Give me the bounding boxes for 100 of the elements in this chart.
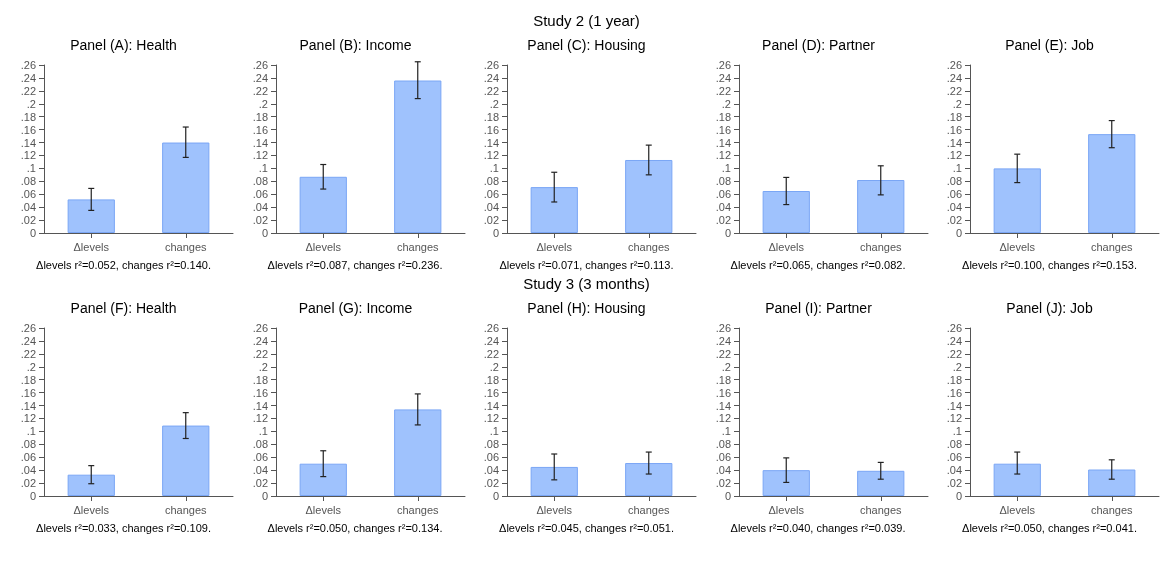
y-tick-label: .04	[20, 201, 36, 214]
chart-title: Panel (J): Job	[1006, 300, 1093, 316]
text: Study 2 (1 year)	[532, 12, 641, 29]
x-tick-label: changes	[627, 503, 671, 516]
y-tick-label: .04	[483, 464, 499, 477]
y-tick-label: .08	[20, 438, 36, 451]
x-tick-label: Δlevels	[305, 503, 341, 516]
text: Δlevels r²=0.065, changes r²=0.082.	[729, 259, 907, 271]
y-tick-label: .06	[252, 188, 268, 201]
y-tick-label: .22	[483, 84, 499, 97]
text: Δlevels r²=0.045, changes r²=0.051.	[498, 522, 675, 534]
y-tick-label: .2	[952, 360, 962, 373]
y-tick-label: .02	[715, 477, 731, 490]
y-tick-label: .22	[20, 347, 36, 360]
y-tick-label: .12	[252, 412, 268, 425]
y-tick-label: .06	[252, 451, 268, 464]
y-tick-label: .02	[483, 214, 499, 227]
y-tick-label: .18	[715, 373, 731, 386]
y-tick-label: .2	[952, 97, 962, 110]
y-tick-label: .26	[252, 59, 268, 71]
y-tick-label: .18	[946, 110, 962, 123]
y-tick-label: .22	[252, 347, 268, 360]
y-tick-label: .24	[20, 334, 36, 347]
y-tick-label: .24	[483, 71, 499, 84]
y-tick-label: .06	[946, 188, 962, 201]
chart-title: Panel (I): Partner	[764, 300, 872, 316]
text: Δlevels r²=0.040, changes r²=0.039.	[729, 522, 907, 534]
y-tick-label: .08	[715, 175, 731, 188]
y-tick-label: .14	[715, 136, 731, 149]
y-tick-label: .1	[489, 425, 499, 438]
y-tick-label: .2	[721, 360, 731, 373]
y-tick-label: .26	[946, 59, 962, 71]
x-tick-label: Δlevels	[536, 503, 573, 516]
y-tick-label: .16	[946, 386, 962, 399]
y-tick-label: .02	[252, 477, 268, 490]
y-tick-label: .26	[483, 59, 499, 71]
y-tick-label: .18	[715, 110, 731, 123]
y-tick-label: .22	[483, 347, 499, 360]
y-tick-label: .06	[483, 451, 499, 464]
y-tick-label: .16	[20, 123, 36, 136]
y-tick-label: .08	[946, 438, 962, 451]
y-tick-label: .2	[721, 97, 731, 110]
y-tick-label: .24	[715, 334, 731, 347]
chart-title: Panel (G): Income	[298, 300, 413, 316]
y-tick-label: 0	[261, 490, 268, 502]
y-tick-label: .1	[26, 425, 36, 438]
text: Study 3 (3 months)	[522, 275, 651, 292]
chart-title: Panel (B): Income	[298, 37, 412, 53]
y-tick-label: .26	[20, 59, 36, 71]
y-tick-label: .1	[952, 425, 962, 438]
y-tick-label: .2	[26, 97, 36, 110]
y-tick-label: .2	[489, 360, 499, 373]
y-tick-label: .12	[20, 149, 36, 162]
y-tick-label: .2	[26, 360, 36, 373]
y-tick-label: .08	[483, 438, 499, 451]
x-tick-label: changes	[859, 503, 902, 516]
y-tick-label: .08	[20, 175, 36, 188]
chart-title: Panel (H): Housing	[527, 300, 646, 316]
y-tick-label: .18	[946, 373, 962, 386]
y-tick-label: .02	[20, 214, 36, 227]
y-tick-label: .24	[715, 71, 731, 84]
y-tick-label: .12	[946, 149, 962, 162]
y-tick-label: .06	[715, 451, 731, 464]
y-tick-label: .02	[715, 214, 731, 227]
y-tick-label: .18	[483, 110, 499, 123]
y-tick-label: .16	[715, 123, 731, 136]
y-tick-label: .12	[715, 412, 731, 425]
x-tick-label: changes	[627, 240, 671, 253]
y-tick-label: .24	[252, 334, 268, 347]
chart-title: Panel (E): Job	[1005, 37, 1095, 53]
y-tick-label: .02	[946, 214, 962, 227]
y-tick-label: .18	[483, 373, 499, 386]
x-tick-label: Δlevels	[305, 240, 341, 253]
y-tick-label: .26	[483, 322, 499, 334]
y-tick-label: .14	[252, 399, 268, 412]
y-tick-label: .24	[483, 334, 499, 347]
y-tick-label: 0	[492, 227, 499, 239]
y-tick-label: 0	[724, 490, 731, 502]
y-tick-label: .16	[483, 123, 499, 136]
y-tick-label: .08	[252, 438, 268, 451]
text: Δlevels r²=0.071, changes r²=0.113.	[498, 259, 675, 271]
y-tick-label: .2	[489, 97, 499, 110]
y-tick-label: 0	[29, 490, 36, 502]
y-tick-label: .16	[715, 386, 731, 399]
y-tick-label: .12	[715, 149, 731, 162]
y-tick-label: .04	[715, 201, 731, 214]
y-tick-label: .14	[20, 136, 36, 149]
x-tick-label: changes	[859, 240, 902, 253]
y-tick-label: .22	[946, 84, 962, 97]
text: Δlevels r²=0.087, changes r²=0.236.	[266, 259, 444, 271]
y-tick-label: .06	[20, 188, 36, 201]
x-tick-label: changes	[1090, 240, 1134, 253]
y-tick-label: .14	[715, 399, 731, 412]
chart-title: Panel (A): Health	[70, 37, 177, 53]
y-tick-label: .08	[252, 175, 268, 188]
y-tick-label: 0	[492, 490, 499, 502]
y-tick-label: .24	[946, 334, 962, 347]
y-tick-label: .06	[483, 188, 499, 201]
x-tick-label: Δlevels	[768, 240, 804, 253]
y-tick-label: .12	[946, 412, 962, 425]
